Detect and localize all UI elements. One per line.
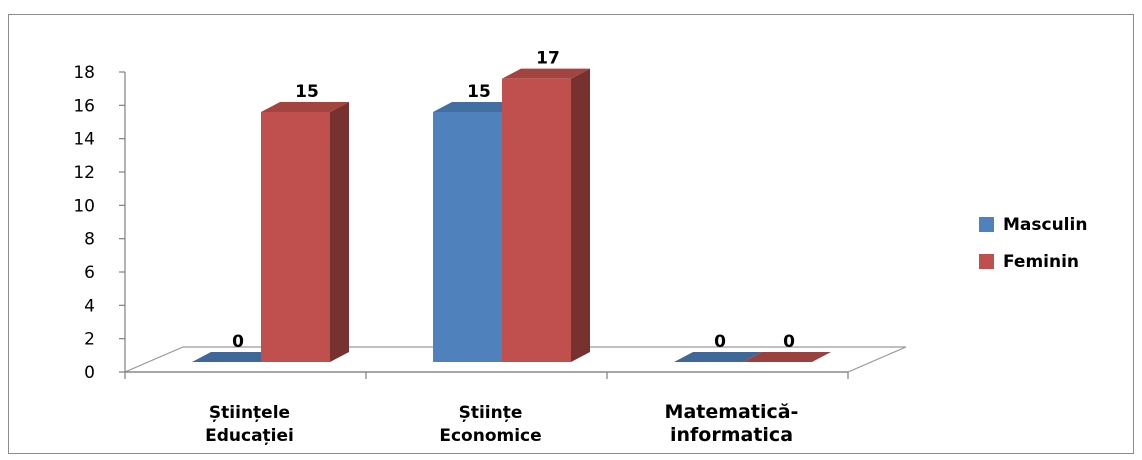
legend-label-masculin: Masculin: [1003, 215, 1087, 235]
data-label: 17: [536, 49, 560, 69]
legend-label-feminin: Feminin: [1003, 252, 1079, 272]
legend-swatch-masculin: [979, 217, 994, 232]
y-tick-label: 6: [84, 263, 95, 283]
y-tick-label: 4: [84, 296, 95, 316]
bar-front: [502, 78, 571, 363]
x-category-label: Științe: [459, 403, 523, 423]
bar-side: [330, 102, 349, 362]
bar-top: [261, 102, 349, 112]
y-tick-label: 16: [73, 96, 95, 116]
x-category-label: Economice: [439, 426, 541, 446]
bar-masculin-0: 0: [192, 332, 280, 362]
data-label: 0: [714, 332, 726, 352]
data-label: 15: [467, 82, 491, 102]
bar-flat: [743, 352, 831, 362]
bar-feminin-1: 17: [502, 49, 590, 363]
bar-front: [433, 112, 502, 362]
bar-front: [261, 112, 330, 362]
data-label: 15: [295, 82, 319, 102]
bar-top: [433, 102, 521, 112]
data-label: 0: [232, 332, 244, 352]
bar-masculin-2: 0: [674, 332, 762, 362]
bar-top: [502, 68, 590, 79]
data-label: 0: [783, 332, 795, 352]
y-tick-label: 10: [73, 196, 95, 216]
x-category-label: Educației: [205, 426, 294, 446]
x-category-label: Matematică-: [665, 401, 799, 423]
y-tick-label: 14: [73, 130, 95, 150]
y-tick-label: 0: [84, 363, 95, 383]
bar-feminin-2: 0: [743, 332, 831, 362]
bar-flat: [192, 352, 280, 362]
legend-swatch-feminin: [979, 254, 994, 269]
y-tick-label: 12: [73, 163, 95, 183]
y-tick-label: 18: [73, 63, 95, 83]
x-category-label: informatica: [670, 424, 793, 446]
bar-feminin-0: 15: [261, 82, 349, 362]
bar-flat: [674, 352, 762, 362]
y-tick-label: 8: [84, 230, 95, 250]
y-tick-label: 2: [84, 330, 95, 350]
bar-side: [571, 68, 590, 363]
x-category-label: Științele: [209, 403, 290, 423]
